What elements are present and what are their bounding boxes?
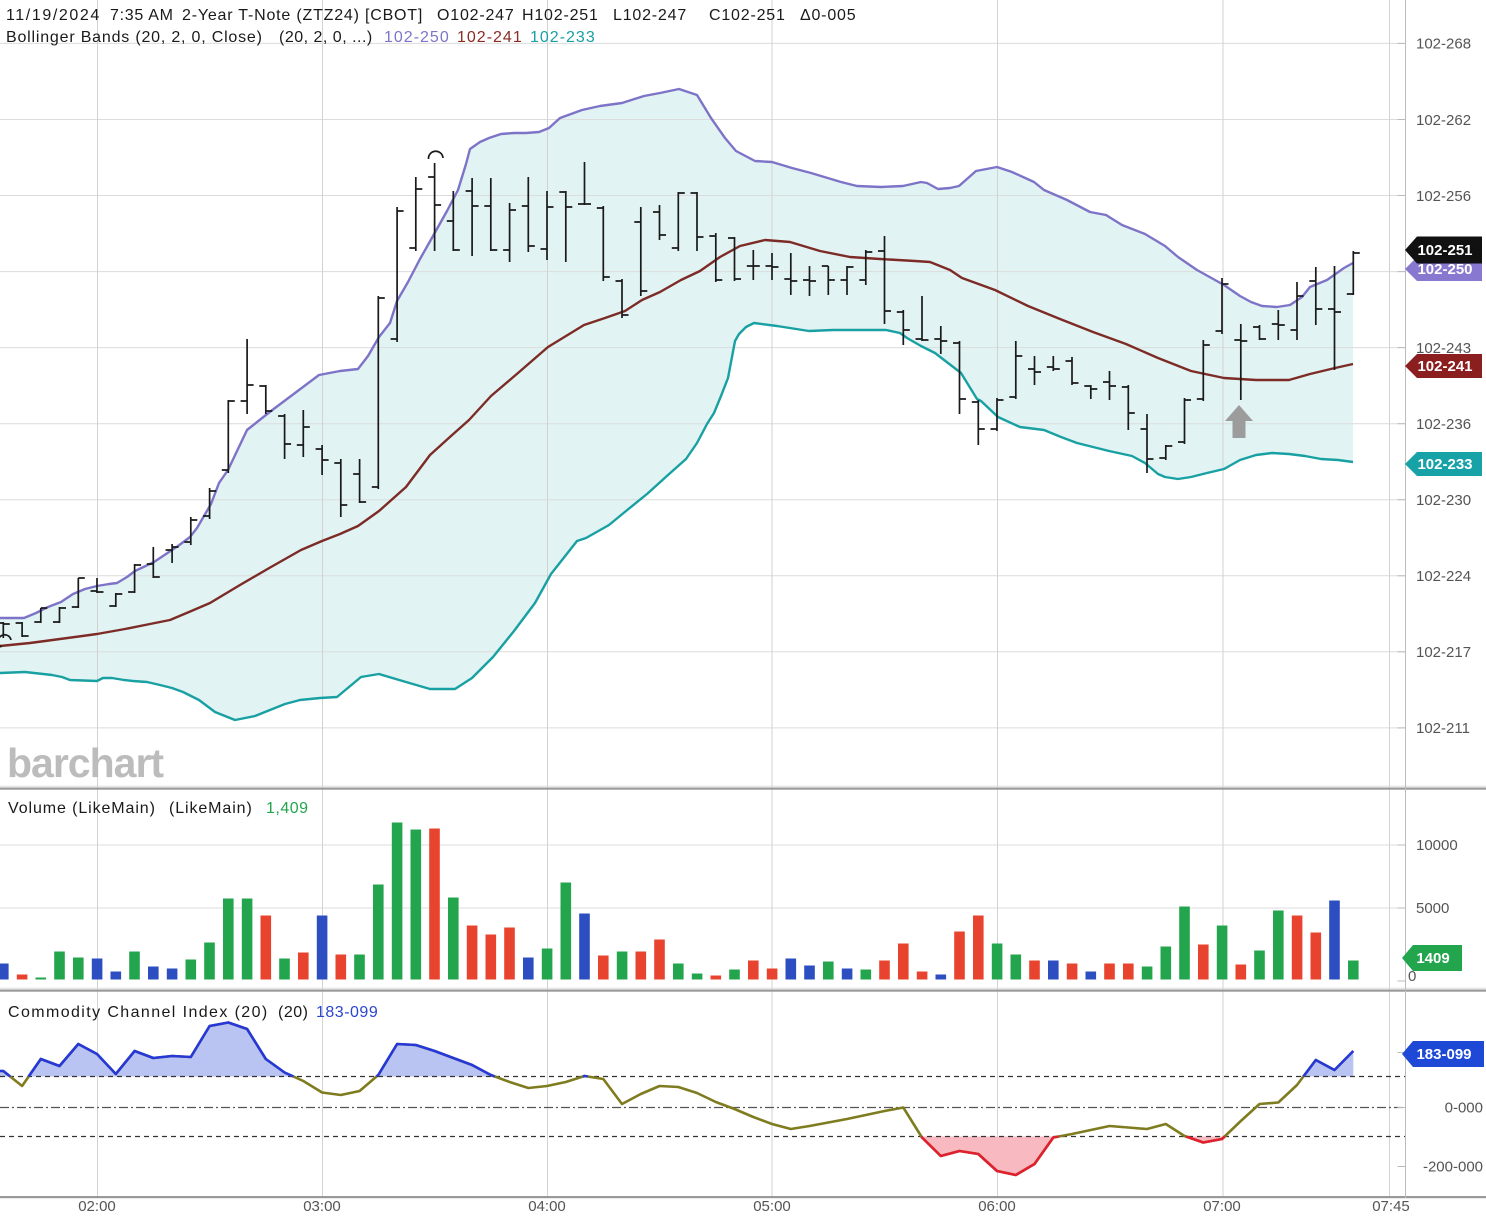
- svg-text:11/19/2024: 11/19/2024: [6, 7, 101, 24]
- svg-text:5000: 5000: [1416, 900, 1449, 917]
- svg-text:Commodity Channel Index (20): Commodity Channel Index (20): [8, 1004, 269, 1021]
- svg-text:2-Year T-Note (ZTZ24) [CBOT]: 2-Year T-Note (ZTZ24) [CBOT]: [182, 7, 423, 24]
- svg-text:L102-247: L102-247: [613, 7, 687, 24]
- svg-text:1409: 1409: [1416, 950, 1449, 967]
- svg-text:102-241: 102-241: [1417, 358, 1472, 375]
- svg-text:102-243: 102-243: [1416, 340, 1471, 357]
- svg-text:0-000: 0-000: [1445, 1100, 1483, 1117]
- svg-text:183-099: 183-099: [1416, 1046, 1471, 1063]
- svg-text:102-241: 102-241: [457, 29, 523, 46]
- svg-text:183-099: 183-099: [316, 1004, 378, 1021]
- svg-text:05:00: 05:00: [753, 1198, 791, 1215]
- svg-text:102-233: 102-233: [1417, 456, 1472, 473]
- svg-text:10000: 10000: [1416, 837, 1458, 854]
- svg-text:102-268: 102-268: [1416, 36, 1471, 53]
- svg-text:1,409: 1,409: [266, 800, 309, 817]
- svg-text:102-256: 102-256: [1416, 188, 1471, 205]
- svg-text:(20, 2, 0, ...): (20, 2, 0, ...): [279, 29, 373, 46]
- svg-text:(LikeMain): (LikeMain): [169, 800, 253, 817]
- svg-text:7:35 AM: 7:35 AM: [110, 7, 174, 24]
- svg-text:0: 0: [1408, 968, 1416, 985]
- svg-text:H102-251: H102-251: [522, 7, 599, 24]
- svg-text:07:45: 07:45: [1372, 1198, 1410, 1215]
- svg-text:102-211: 102-211: [1416, 720, 1470, 737]
- svg-text:102-251: 102-251: [1417, 242, 1472, 259]
- svg-text:Volume (LikeMain): Volume (LikeMain): [8, 800, 156, 817]
- svg-text:102-236: 102-236: [1416, 416, 1471, 433]
- svg-text:Bollinger Bands (20, 2, 0, Clo: Bollinger Bands (20, 2, 0, Close): [6, 29, 263, 46]
- svg-text:102-217: 102-217: [1416, 644, 1471, 661]
- svg-text:(20): (20): [278, 1004, 308, 1021]
- svg-text:102-233: 102-233: [530, 29, 596, 46]
- svg-text:06:00: 06:00: [978, 1198, 1016, 1215]
- svg-text:Δ0-005: Δ0-005: [800, 7, 856, 24]
- svg-text:102-250: 102-250: [1417, 261, 1472, 278]
- svg-text:02:00: 02:00: [78, 1198, 116, 1215]
- svg-text:O102-247: O102-247: [437, 7, 515, 24]
- svg-text:C102-251: C102-251: [709, 7, 786, 24]
- svg-text:102-250: 102-250: [384, 29, 450, 46]
- svg-text:102-224: 102-224: [1416, 568, 1471, 585]
- svg-text:07:00: 07:00: [1203, 1198, 1241, 1215]
- svg-text:03:00: 03:00: [303, 1198, 341, 1215]
- svg-text:102-230: 102-230: [1416, 492, 1471, 509]
- svg-text:-200-000: -200-000: [1423, 1159, 1483, 1176]
- svg-text:barchart: barchart: [7, 740, 164, 786]
- svg-text:102-262: 102-262: [1416, 112, 1471, 129]
- svg-text:04:00: 04:00: [528, 1198, 566, 1215]
